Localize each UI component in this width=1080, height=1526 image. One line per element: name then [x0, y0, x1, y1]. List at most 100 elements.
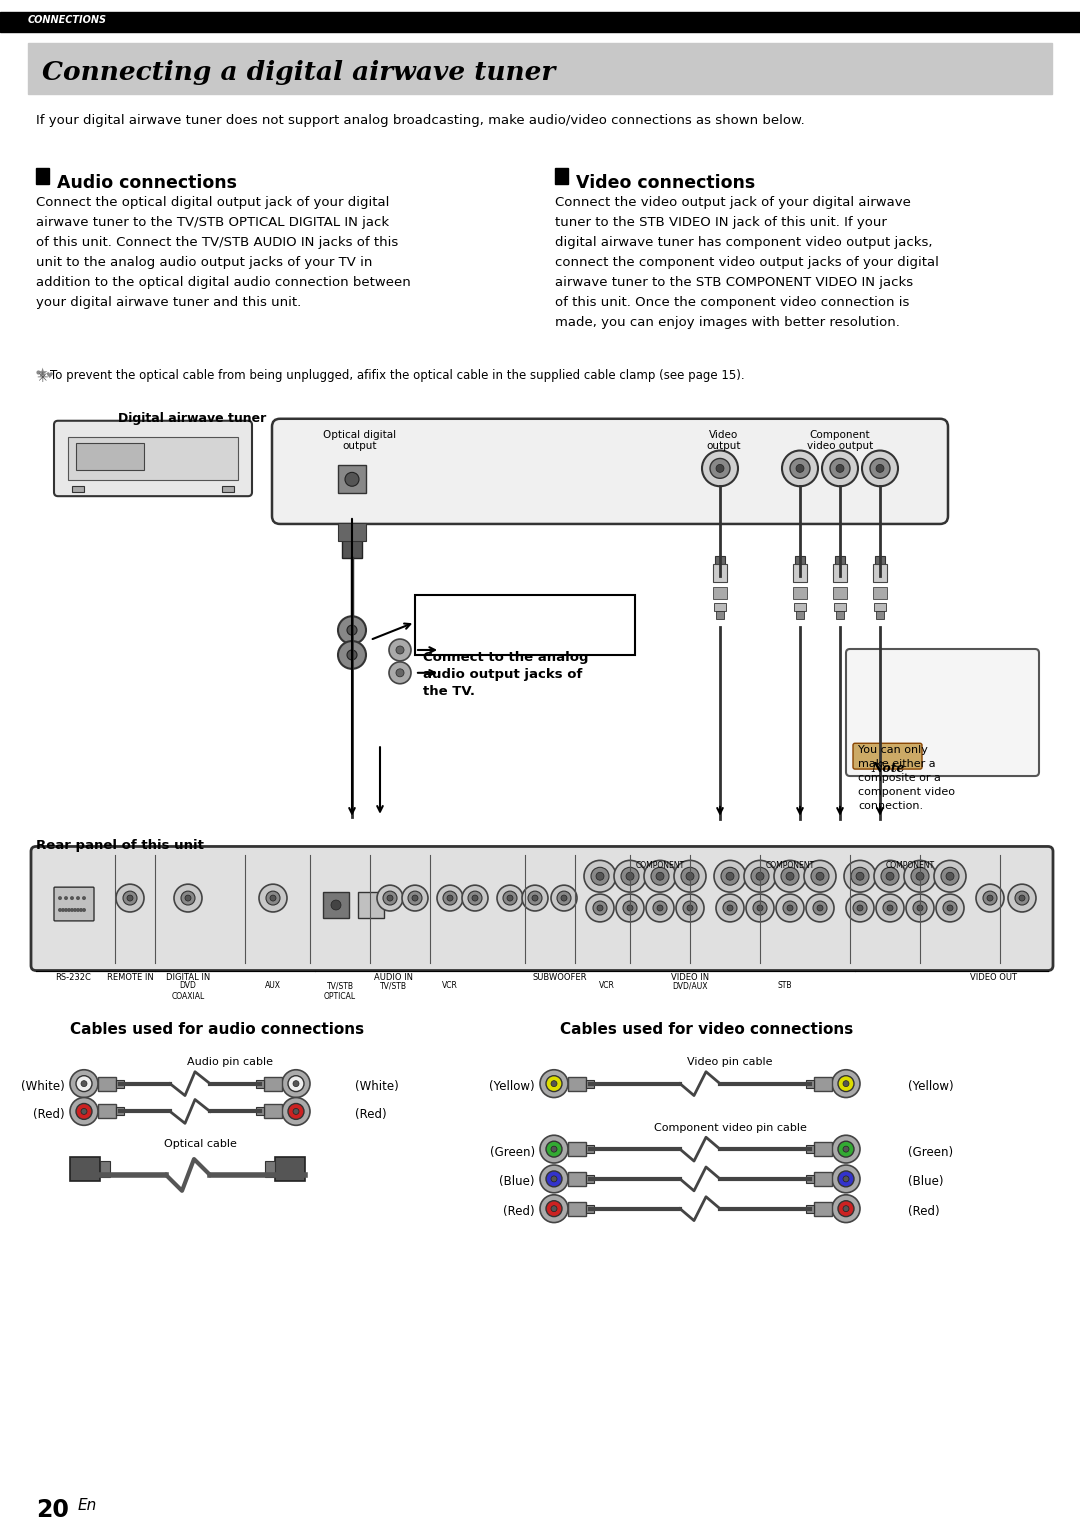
- Text: (White): (White): [355, 1080, 399, 1093]
- FancyBboxPatch shape: [846, 649, 1039, 777]
- Circle shape: [185, 896, 191, 900]
- Bar: [264, 1077, 282, 1091]
- Bar: [342, 526, 362, 557]
- Text: Connect to the analog
audio output jacks of
the TV.: Connect to the analog audio output jacks…: [423, 652, 589, 697]
- Circle shape: [347, 626, 357, 635]
- Circle shape: [851, 867, 869, 885]
- Text: If your digital airwave tuner does not support analog broadcasting, make audio/v: If your digital airwave tuner does not s…: [36, 114, 805, 127]
- Circle shape: [746, 894, 774, 922]
- Circle shape: [116, 884, 144, 913]
- Circle shape: [783, 900, 797, 916]
- Circle shape: [174, 884, 202, 913]
- Circle shape: [683, 900, 697, 916]
- Text: DVD/AUX: DVD/AUX: [672, 981, 707, 990]
- Circle shape: [936, 894, 964, 922]
- Bar: [714, 603, 726, 612]
- Bar: [275, 1157, 305, 1181]
- Circle shape: [70, 908, 75, 913]
- Bar: [586, 1080, 594, 1088]
- Circle shape: [946, 873, 954, 881]
- Circle shape: [653, 900, 667, 916]
- Text: Audio pin cable: Audio pin cable: [187, 1058, 273, 1067]
- Bar: [806, 1175, 814, 1183]
- Circle shape: [497, 885, 523, 911]
- Text: Note: Note: [872, 761, 905, 775]
- Text: Cables used for video connections: Cables used for video connections: [561, 1022, 853, 1038]
- Circle shape: [846, 894, 874, 922]
- Bar: [586, 1175, 594, 1183]
- Text: You can only
make either a
composite or a
component video
connection.: You can only make either a composite or …: [858, 745, 955, 812]
- Bar: [716, 612, 724, 620]
- Circle shape: [916, 873, 924, 881]
- Circle shape: [843, 861, 876, 893]
- Text: VCR: VCR: [599, 981, 615, 990]
- Circle shape: [396, 645, 404, 655]
- Text: ★: ★: [36, 368, 48, 380]
- Circle shape: [782, 450, 818, 487]
- Circle shape: [615, 861, 646, 893]
- Circle shape: [822, 450, 858, 487]
- Circle shape: [532, 896, 538, 900]
- Text: AUDIO IN: AUDIO IN: [374, 974, 413, 983]
- Circle shape: [593, 900, 607, 916]
- Circle shape: [781, 867, 799, 885]
- Circle shape: [843, 1080, 849, 1087]
- Bar: [836, 612, 843, 620]
- Bar: [100, 1161, 110, 1177]
- Circle shape: [983, 891, 997, 905]
- Circle shape: [886, 873, 894, 881]
- Text: COMPONENT: COMPONENT: [886, 861, 934, 870]
- Bar: [338, 523, 366, 540]
- Bar: [713, 588, 727, 600]
- Circle shape: [551, 1080, 557, 1087]
- Circle shape: [843, 1177, 849, 1181]
- Text: En: En: [78, 1499, 97, 1514]
- Bar: [116, 1080, 124, 1088]
- Circle shape: [546, 1201, 562, 1216]
- Circle shape: [943, 900, 957, 916]
- Circle shape: [687, 905, 693, 911]
- Text: Component video pin cable: Component video pin cable: [653, 1123, 807, 1134]
- Circle shape: [623, 900, 637, 916]
- Circle shape: [82, 908, 86, 913]
- Circle shape: [843, 1146, 849, 1152]
- Bar: [68, 436, 238, 481]
- Circle shape: [503, 891, 517, 905]
- Circle shape: [838, 1201, 854, 1216]
- Bar: [70, 1157, 100, 1181]
- Bar: [814, 1141, 832, 1157]
- Circle shape: [716, 894, 744, 922]
- Text: Optical cable: Optical cable: [163, 1140, 237, 1149]
- Circle shape: [976, 884, 1004, 913]
- Text: Component
video output: Component video output: [807, 430, 873, 452]
- Circle shape: [288, 1076, 303, 1091]
- Text: Optical digital
output: Optical digital output: [323, 430, 396, 452]
- Circle shape: [76, 908, 80, 913]
- Circle shape: [702, 450, 738, 487]
- Circle shape: [70, 896, 75, 900]
- Bar: [806, 1144, 814, 1154]
- Circle shape: [383, 891, 397, 905]
- Circle shape: [804, 861, 836, 893]
- Bar: [338, 465, 366, 493]
- Circle shape: [330, 900, 341, 909]
- Circle shape: [70, 1097, 98, 1125]
- Bar: [222, 487, 234, 493]
- Circle shape: [627, 905, 633, 911]
- Circle shape: [540, 1070, 568, 1097]
- Circle shape: [710, 458, 730, 478]
- Circle shape: [81, 1108, 87, 1114]
- Circle shape: [832, 1195, 860, 1222]
- Text: 20: 20: [36, 1499, 69, 1523]
- Bar: [814, 1172, 832, 1186]
- Circle shape: [832, 1135, 860, 1163]
- FancyBboxPatch shape: [31, 847, 1053, 971]
- Circle shape: [282, 1070, 310, 1097]
- Circle shape: [387, 896, 393, 900]
- Circle shape: [127, 896, 133, 900]
- Bar: [806, 1080, 814, 1088]
- Bar: [586, 1204, 594, 1213]
- Circle shape: [181, 891, 195, 905]
- Circle shape: [58, 896, 62, 900]
- Bar: [0, 12, 1080, 32]
